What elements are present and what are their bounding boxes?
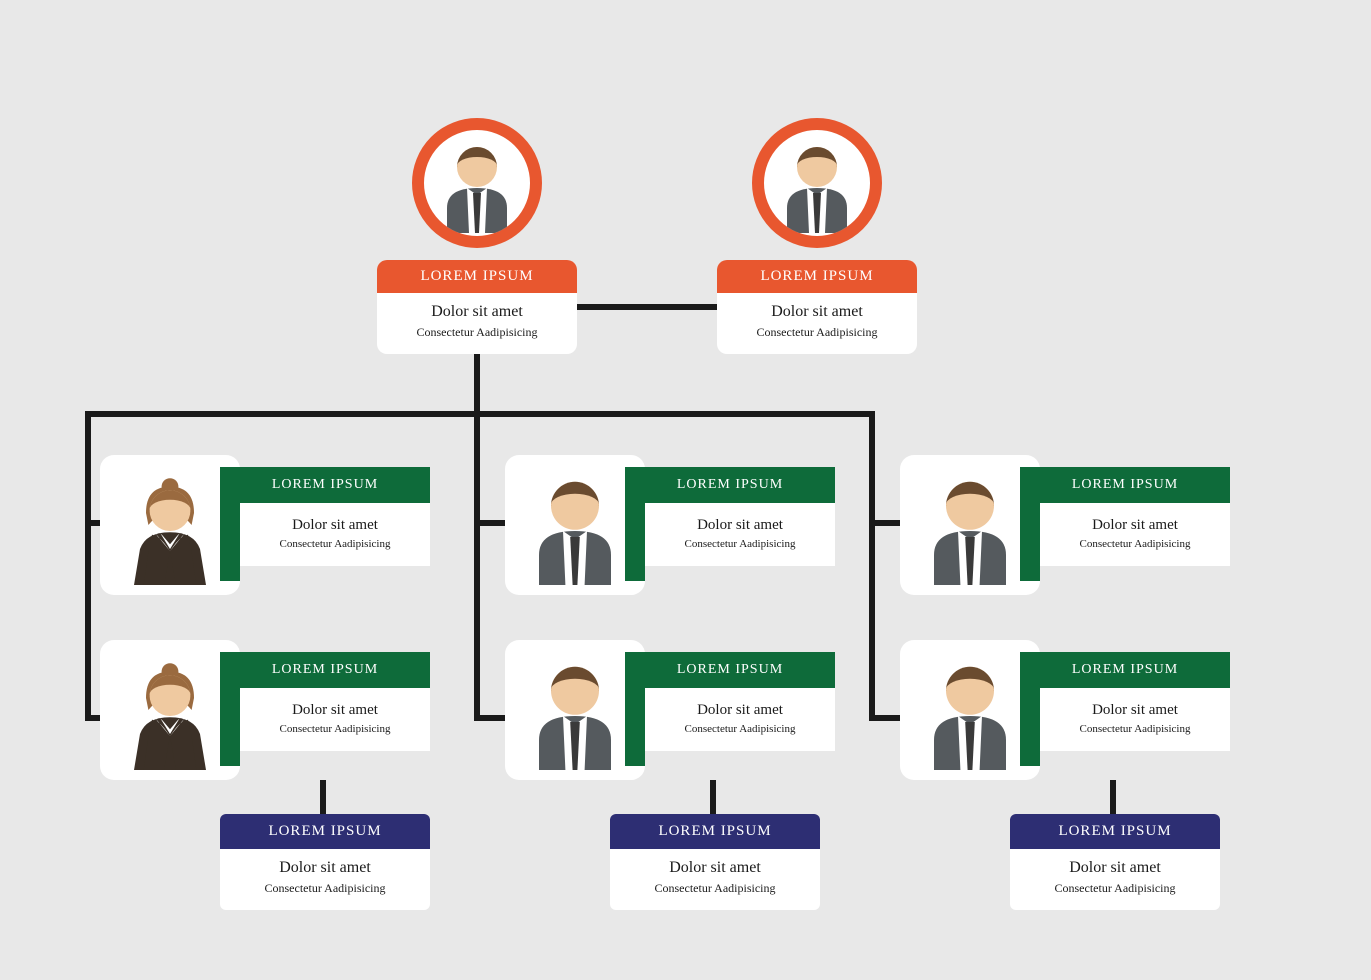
card-body: Dolor sit amet Consectetur Aadipisicing (645, 503, 835, 566)
card-subtitle: Dolor sit amet (610, 859, 820, 877)
person-icon (767, 133, 867, 233)
card-description: Consectetur Aadipisicing (610, 881, 820, 896)
card-subtitle: Dolor sit amet (240, 517, 430, 534)
top-level-node: LOREM IPSUM Dolor sit amet Consectetur A… (717, 118, 917, 354)
connector-line (1110, 780, 1116, 815)
bottom-card: LOREM IPSUM Dolor sit amet Consectetur A… (610, 814, 820, 910)
card-description: Consectetur Aadipisicing (645, 723, 835, 735)
card-subtitle: Dolor sit amet (645, 517, 835, 534)
person-icon (515, 465, 635, 585)
card-title: LOREM IPSUM (220, 467, 430, 503)
avatar-box (900, 455, 1040, 595)
avatar-box (900, 640, 1040, 780)
card-subtitle: Dolor sit amet (1040, 517, 1230, 534)
person-icon (110, 650, 230, 770)
card-subtitle: Dolor sit amet (645, 702, 835, 719)
card-description: Consectetur Aadipisicing (1040, 538, 1230, 550)
card-description: Consectetur Aadipisicing (377, 325, 577, 340)
card-title: LOREM IPSUM (377, 260, 577, 293)
mid-level-node: LOREM IPSUM Dolor sit amet Consectetur A… (100, 640, 430, 780)
top-card: LOREM IPSUM Dolor sit amet Consectetur A… (377, 260, 577, 354)
bottom-card: LOREM IPSUM Dolor sit amet Consectetur A… (220, 814, 430, 910)
card-description: Consectetur Aadipisicing (240, 538, 430, 550)
card-subtitle: Dolor sit amet (717, 303, 917, 321)
card-title: LOREM IPSUM (610, 814, 820, 849)
avatar-box (100, 640, 240, 780)
card-description: Consectetur Aadipisicing (717, 325, 917, 340)
card-subtitle: Dolor sit amet (1040, 702, 1230, 719)
mid-card: LOREM IPSUM Dolor sit amet Consectetur A… (1020, 467, 1230, 566)
card-description: Consectetur Aadipisicing (240, 723, 430, 735)
card-body: Dolor sit amet Consectetur Aadipisicing (240, 503, 430, 566)
card-title: LOREM IPSUM (1010, 814, 1220, 849)
mid-card: LOREM IPSUM Dolor sit amet Consectetur A… (1020, 652, 1230, 751)
card-body: Dolor sit amet Consectetur Aadipisicing (645, 688, 835, 751)
card-subtitle: Dolor sit amet (377, 303, 577, 321)
mid-level-node: LOREM IPSUM Dolor sit amet Consectetur A… (100, 455, 430, 595)
card-title: LOREM IPSUM (220, 652, 430, 688)
avatar-circle (752, 118, 882, 248)
connector-line (710, 780, 716, 815)
avatar-box (100, 455, 240, 595)
card-title: LOREM IPSUM (220, 814, 430, 849)
avatar-circle (412, 118, 542, 248)
connector-line (577, 304, 717, 310)
person-icon (910, 650, 1030, 770)
top-card: LOREM IPSUM Dolor sit amet Consectetur A… (717, 260, 917, 354)
card-body: Dolor sit amet Consectetur Aadipisicing (240, 688, 430, 751)
card-subtitle: Dolor sit amet (1010, 859, 1220, 877)
card-description: Consectetur Aadipisicing (645, 538, 835, 550)
person-icon (427, 133, 527, 233)
mid-level-node: LOREM IPSUM Dolor sit amet Consectetur A… (505, 640, 835, 780)
card-description: Consectetur Aadipisicing (220, 881, 430, 896)
card-title: LOREM IPSUM (625, 467, 835, 503)
avatar-box (505, 640, 645, 780)
connector-line (85, 411, 875, 417)
person-icon (910, 465, 1030, 585)
mid-level-node: LOREM IPSUM Dolor sit amet Consectetur A… (900, 640, 1230, 780)
mid-card: LOREM IPSUM Dolor sit amet Consectetur A… (625, 467, 835, 566)
top-level-node: LOREM IPSUM Dolor sit amet Consectetur A… (377, 118, 577, 354)
connector-line (320, 780, 326, 815)
connector-line (869, 411, 875, 721)
card-subtitle: Dolor sit amet (240, 702, 430, 719)
mid-card: LOREM IPSUM Dolor sit amet Consectetur A… (220, 652, 430, 751)
mid-level-node: LOREM IPSUM Dolor sit amet Consectetur A… (900, 455, 1230, 595)
card-body: Dolor sit amet Consectetur Aadipisicing (1040, 688, 1230, 751)
card-title: LOREM IPSUM (1020, 467, 1230, 503)
person-icon (110, 465, 230, 585)
bottom-card: LOREM IPSUM Dolor sit amet Consectetur A… (1010, 814, 1220, 910)
org-chart-canvas: LOREM IPSUM Dolor sit amet Consectetur A… (0, 0, 1371, 980)
connector-line (474, 352, 480, 417)
card-subtitle: Dolor sit amet (220, 859, 430, 877)
card-title: LOREM IPSUM (717, 260, 917, 293)
card-description: Consectetur Aadipisicing (1040, 723, 1230, 735)
avatar-box (505, 455, 645, 595)
card-title: LOREM IPSUM (625, 652, 835, 688)
card-description: Consectetur Aadipisicing (1010, 881, 1220, 896)
connector-line (85, 411, 91, 721)
card-title: LOREM IPSUM (1020, 652, 1230, 688)
mid-level-node: LOREM IPSUM Dolor sit amet Consectetur A… (505, 455, 835, 595)
connector-line (474, 411, 480, 721)
mid-card: LOREM IPSUM Dolor sit amet Consectetur A… (625, 652, 835, 751)
mid-card: LOREM IPSUM Dolor sit amet Consectetur A… (220, 467, 430, 566)
person-icon (515, 650, 635, 770)
card-body: Dolor sit amet Consectetur Aadipisicing (1040, 503, 1230, 566)
